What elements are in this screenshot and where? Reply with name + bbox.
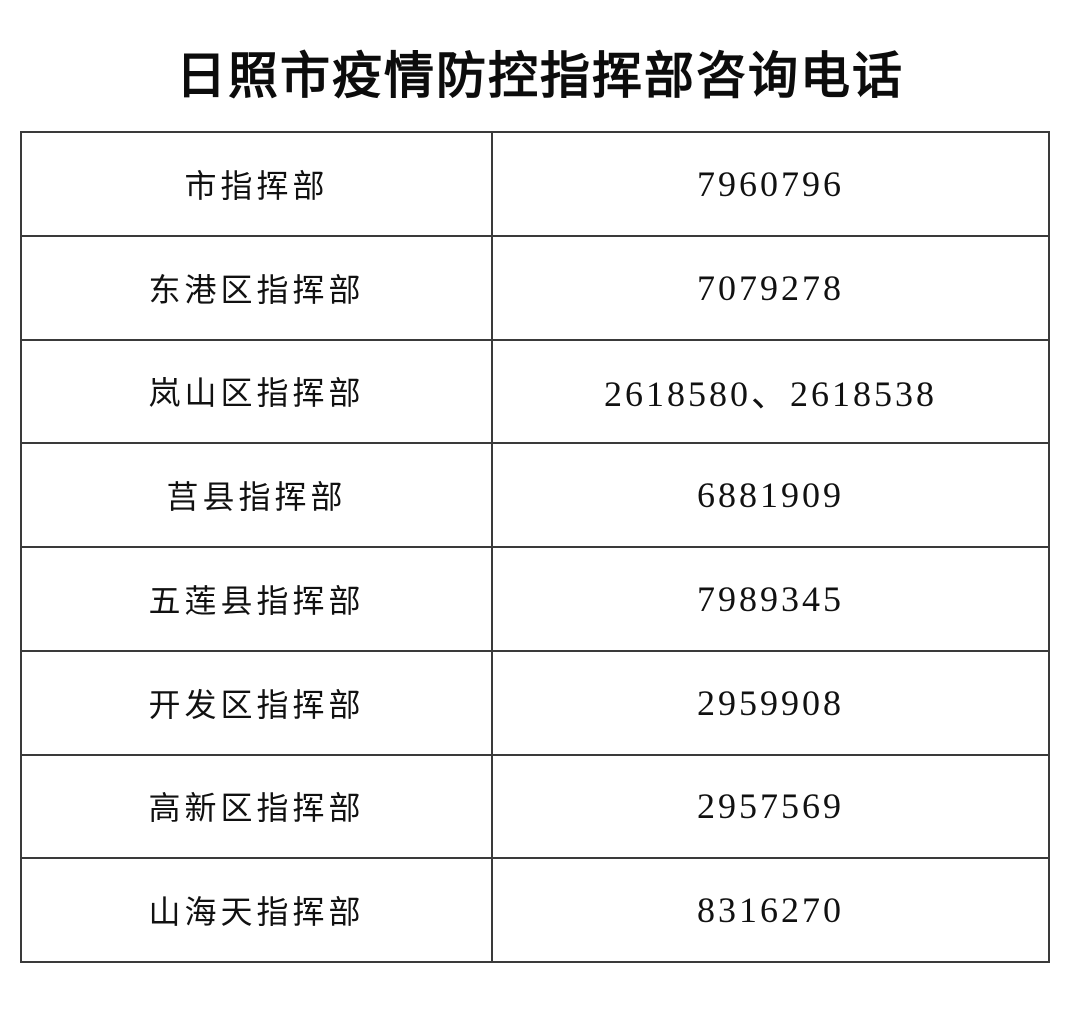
table-row: 高新区指挥部 2957569 bbox=[22, 753, 1048, 858]
table-row: 五莲县指挥部 7989345 bbox=[22, 546, 1048, 650]
table-row: 莒县指挥部 6881909 bbox=[22, 442, 1048, 546]
phone-number-cell: 2957569 bbox=[697, 786, 844, 827]
phone-number-cell: 7989345 bbox=[697, 578, 844, 619]
headquarters-name-cell: 莒县指挥部 bbox=[22, 444, 493, 546]
table-row: 岚山区指挥部 2618580、2618538 bbox=[22, 338, 1048, 443]
table-row: 东港区指挥部 7079278 bbox=[22, 234, 1048, 339]
headquarters-name-cell: 岚山区指挥部 bbox=[22, 340, 493, 443]
phone-number-cell: 8316270 bbox=[697, 890, 844, 931]
headquarters-name-cell: 东港区指挥部 bbox=[22, 236, 493, 339]
phone-number-cell: 7960796 bbox=[697, 163, 844, 204]
headquarters-name-cell: 五莲县指挥部 bbox=[22, 548, 493, 650]
phone-number-cell: 2959908 bbox=[697, 682, 844, 723]
hotline-table: 市指挥部 7960796 东港区指挥部 7079278 岚山区指挥部 26185… bbox=[20, 131, 1050, 963]
phone-number-cell: 7079278 bbox=[697, 267, 844, 308]
headquarters-name-cell: 高新区指挥部 bbox=[22, 755, 493, 858]
table-row: 山海天指挥部 8316270 bbox=[22, 857, 1048, 961]
table-row: 开发区指挥部 2959908 bbox=[22, 649, 1048, 754]
headquarters-name-cell: 市指挥部 bbox=[22, 133, 493, 235]
page-title: 日照市疫情防控指挥部咨询电话 bbox=[176, 48, 904, 104]
table-row: 市指挥部 7960796 bbox=[22, 133, 1048, 235]
phone-number-cell: 2618580、2618538 bbox=[604, 374, 937, 415]
headquarters-name-cell: 开发区指挥部 bbox=[22, 651, 493, 754]
phone-number-cell: 6881909 bbox=[697, 475, 844, 516]
headquarters-name-cell: 山海天指挥部 bbox=[22, 859, 493, 961]
